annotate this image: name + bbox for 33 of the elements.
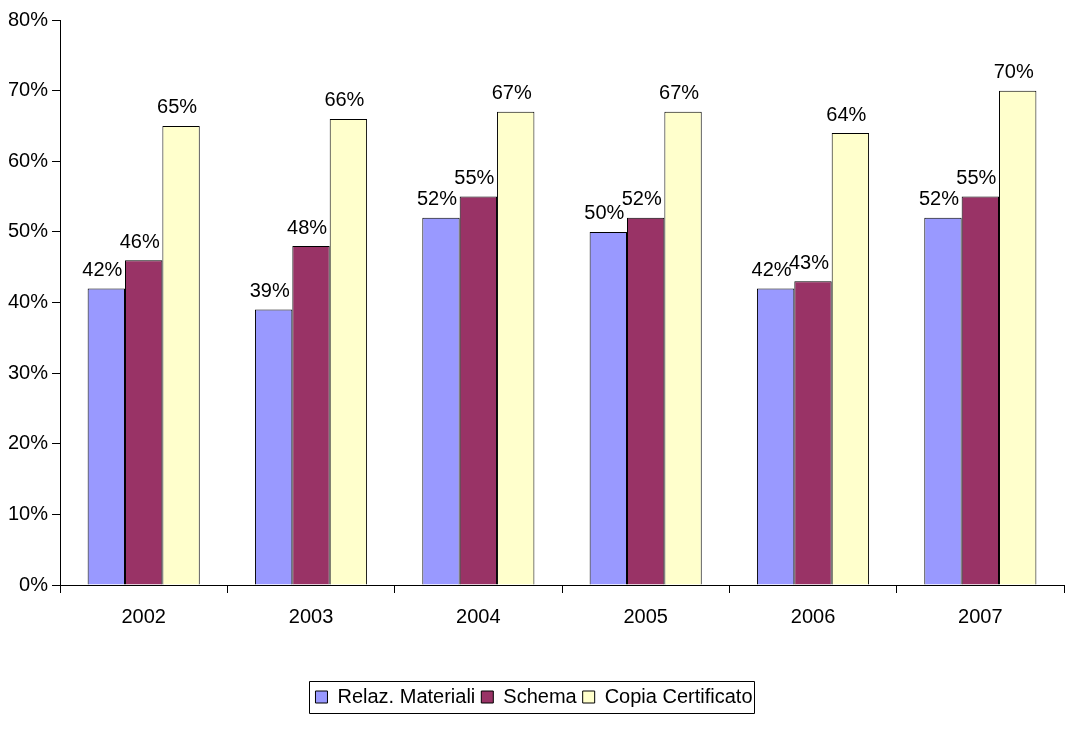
data-label: 52% — [918, 187, 960, 210]
data-label: 64% — [826, 102, 867, 125]
x-tick-label: 2005 — [623, 604, 668, 627]
y-tick-label: 0% — [19, 572, 49, 595]
data-label: 39% — [249, 279, 290, 302]
data-label: 52% — [416, 187, 458, 210]
y-tick-label: 30% — [8, 360, 49, 383]
data-label: 65% — [157, 95, 198, 118]
y-tick-label: 80% — [8, 7, 49, 30]
y-tick-label: 60% — [8, 148, 49, 171]
x-tick-label: 2002 — [121, 604, 166, 627]
data-label: 52% — [621, 187, 662, 210]
y-tick-label: 10% — [8, 501, 49, 524]
legend-label: Schema — [503, 684, 578, 707]
y-tick-label: 50% — [8, 219, 49, 242]
y-tick-label: 20% — [8, 431, 49, 454]
x-tick-label: 2007 — [958, 604, 1003, 627]
x-tick-label: 2003 — [288, 604, 334, 627]
data-label: 67% — [659, 81, 700, 104]
data-label: 55% — [454, 166, 495, 189]
data-label: 70% — [993, 60, 1034, 83]
data-label: 67% — [491, 81, 532, 104]
y-tick-label: 40% — [8, 290, 49, 313]
legend-label: Copia Certificato — [604, 684, 753, 707]
data-label: 66% — [324, 88, 365, 111]
data-label: 48% — [287, 215, 328, 238]
data-label: 55% — [956, 166, 997, 189]
data-label: 46% — [119, 229, 160, 252]
y-tick-label: 70% — [8, 78, 49, 101]
x-tick-label: 2006 — [790, 604, 836, 627]
legend-label: Relaz. Materiali — [337, 684, 476, 707]
data-label: 42% — [82, 257, 123, 280]
x-tick-label: 2004 — [456, 604, 501, 627]
